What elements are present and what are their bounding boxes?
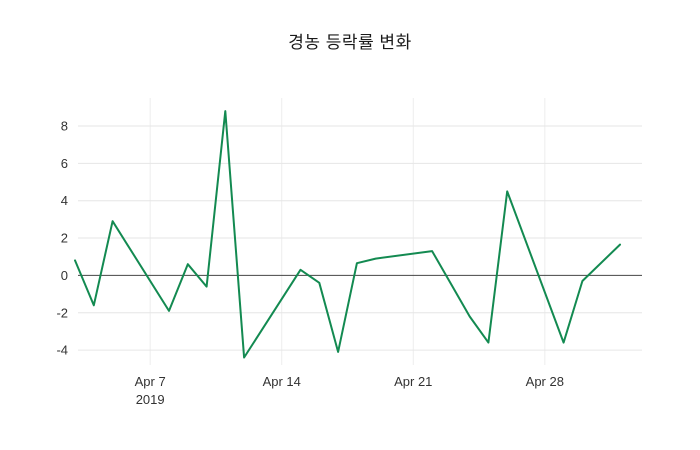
x-tick-label: Apr 14 (263, 374, 301, 389)
x-tick-label: Apr 21 (394, 374, 432, 389)
y-tick-label: 2 (61, 231, 68, 246)
x-tick-sublabel: 2019 (136, 392, 165, 407)
series-line (74, 110, 621, 359)
y-tick-label: 6 (61, 156, 68, 171)
y-tick-label: 8 (61, 119, 68, 134)
y-tick-label: 4 (61, 193, 68, 208)
x-tick-label: Apr 28 (526, 374, 564, 389)
chart-title: 경농 등락률 변화 (288, 33, 412, 52)
x-tick-label: Apr 7 (135, 374, 166, 389)
y-tick-label: 0 (61, 268, 68, 283)
y-tick-label: -2 (56, 305, 68, 320)
y-tick-label: -4 (56, 343, 68, 358)
